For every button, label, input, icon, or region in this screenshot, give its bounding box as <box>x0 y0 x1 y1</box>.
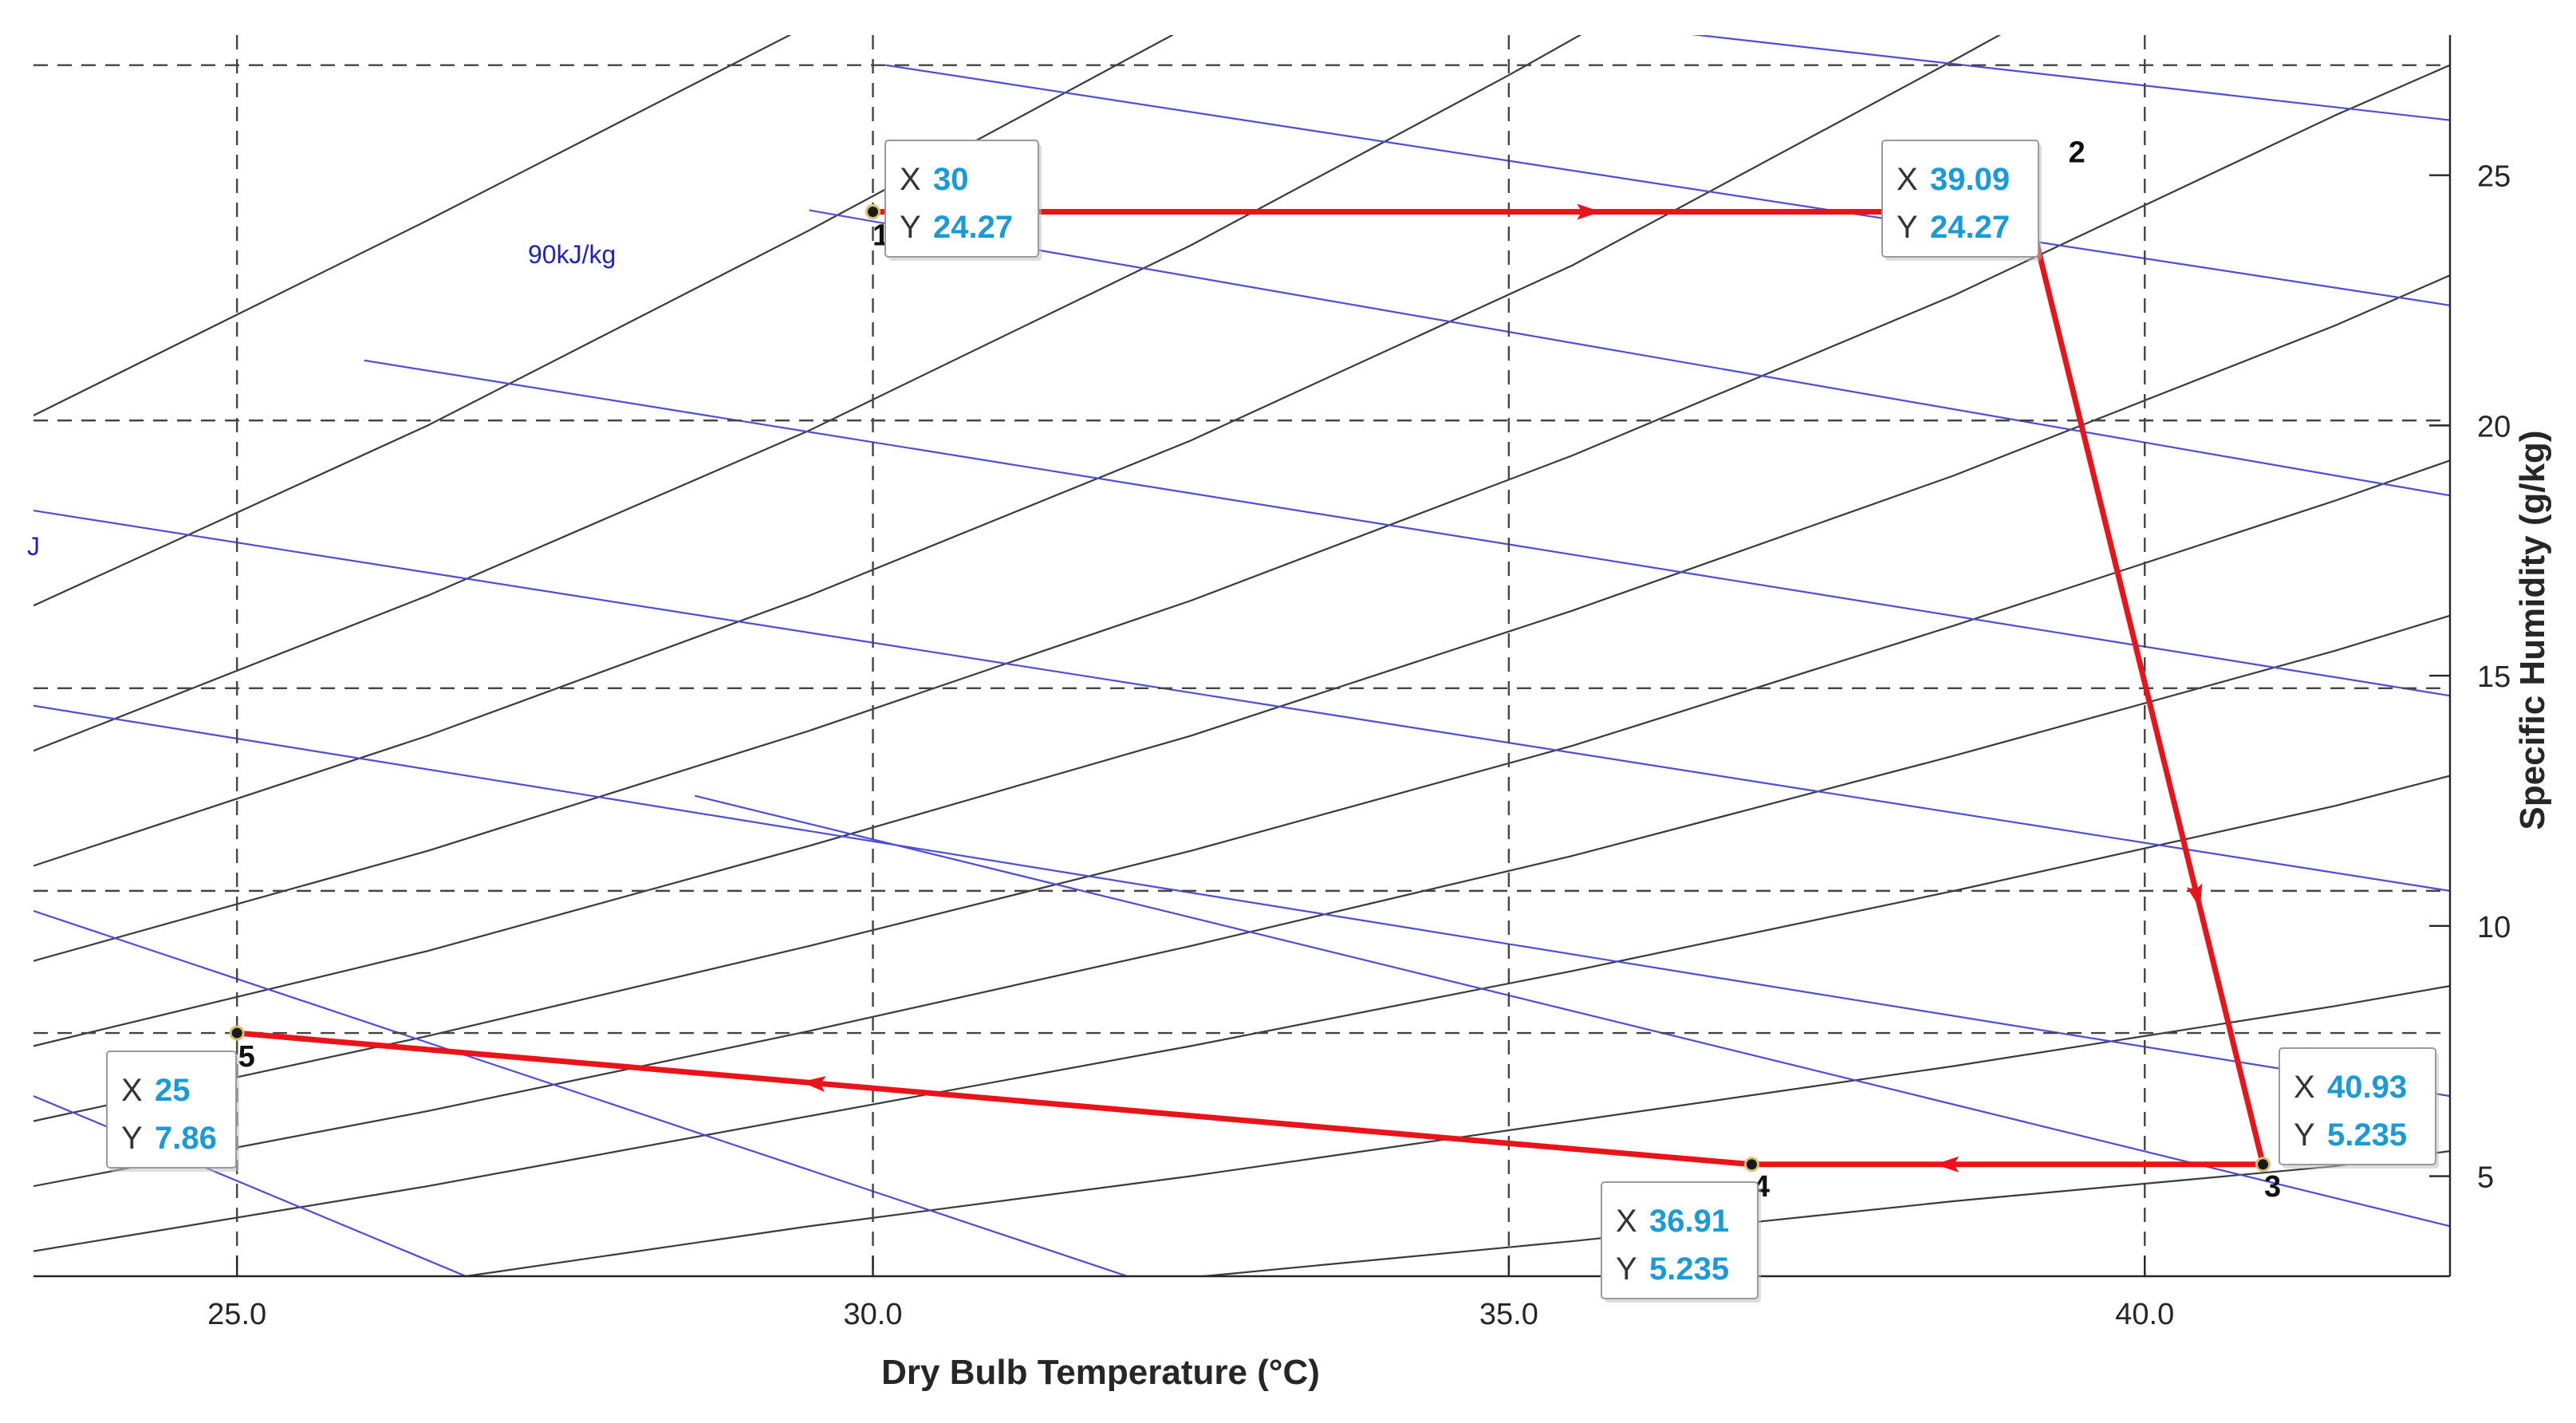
datatip-box <box>884 140 1039 258</box>
process-path <box>229 203 2271 1173</box>
datatip-y-key: Y <box>1897 210 1918 245</box>
process-segment <box>234 1030 1755 1168</box>
datatip-y-value: 5.235 <box>1649 1252 1729 1287</box>
state-point-label: 3 <box>2264 1170 2281 1204</box>
state-point-label: 2 <box>2069 136 2086 169</box>
datatip-x-key: X <box>2294 1070 2315 1105</box>
enthalpy-line <box>33 509 2450 892</box>
datatip-x-key: X <box>900 162 921 197</box>
datatip-box <box>2279 1047 2436 1165</box>
datatip: X 36.91 Y 5.235 <box>1601 1181 1761 1303</box>
y-axis-title: Specific Humidity (g/kg) <box>2513 430 2552 830</box>
humidity-curve <box>33 274 2450 1047</box>
datatip-y-key: Y <box>2294 1118 2315 1153</box>
enthalpy-line <box>695 794 2450 1228</box>
datatip-y-value: 7.86 <box>155 1121 217 1156</box>
datatip-y-value: 24.27 <box>1930 210 2010 245</box>
humidity-curve <box>33 35 2002 867</box>
state-point-marker <box>1743 1157 1759 1173</box>
y-tick-label: 15 <box>2477 660 2511 694</box>
state-point-marker <box>229 1025 245 1041</box>
enthalpy-lines <box>33 35 2450 1276</box>
process-segment <box>2026 208 2267 1168</box>
datatip-x-value: 39.09 <box>1930 162 2010 197</box>
enthalpy-label-clipped: J <box>27 532 40 561</box>
enthalpy-line <box>809 209 2450 497</box>
datatip-x-key: X <box>121 1073 143 1108</box>
datatip-y-key: Y <box>900 210 921 245</box>
datatip: X 40.93 Y 5.235 <box>2279 1047 2439 1169</box>
y-tick-label: 25 <box>2477 160 2511 194</box>
enthalpy-line <box>33 909 1128 1276</box>
state-point-label: 5 <box>238 1040 255 1074</box>
x-axis-title: Dry Bulb Temperature (°C) <box>881 1353 1320 1392</box>
y-tick-label: 20 <box>2477 410 2511 443</box>
datatip-box <box>106 1050 237 1169</box>
enthalpy-line <box>33 1095 467 1276</box>
datatip-x-key: X <box>1616 1204 1637 1239</box>
x-tick-label: 40.0 <box>2115 1298 2174 1331</box>
enthalpy-label: 90kJ/kg <box>528 240 616 269</box>
datatip: X 25 Y 7.86 <box>106 1050 239 1172</box>
state-point-marker <box>865 203 881 219</box>
enthalpy-line <box>364 359 2450 697</box>
process-arrow <box>801 1076 826 1093</box>
datatip: X 30 Y 24.27 <box>884 140 1042 261</box>
humidity-curve <box>33 64 2450 962</box>
datatip-x-value: 36.91 <box>1649 1204 1729 1239</box>
datatip-box <box>1881 140 2039 258</box>
datatip-x-value: 25 <box>155 1073 191 1108</box>
humidity-curve <box>33 35 1175 607</box>
datatip: X 39.09 Y 24.27 <box>1881 140 2042 261</box>
humidity-curve <box>33 775 2450 1252</box>
humidity-curve <box>33 459 2450 1122</box>
datatip-y-key: Y <box>121 1121 143 1156</box>
datatip-box <box>1601 1181 1759 1299</box>
datatip-y-value: 5.235 <box>2327 1118 2407 1153</box>
datatip-y-value: 24.27 <box>933 210 1013 245</box>
x-tick-label: 25.0 <box>207 1298 266 1331</box>
enthalpy-line <box>885 64 2450 306</box>
datatip-x-value: 30 <box>933 162 969 197</box>
humidity-curve <box>33 614 2450 1188</box>
datatip-x-key: X <box>1897 162 1918 197</box>
enthalpy-line <box>1691 35 2450 121</box>
enthalpy-line <box>33 704 2450 1098</box>
x-tick-label: 30.0 <box>844 1298 903 1331</box>
datatip-x-value: 40.93 <box>2327 1070 2407 1105</box>
process-arrow <box>2186 883 2203 909</box>
y-tick-label: 5 <box>2477 1161 2494 1195</box>
y-tick-label: 10 <box>2477 911 2511 944</box>
state-point-marker <box>2255 1157 2271 1173</box>
humidity-curve <box>466 985 2450 1276</box>
process-arrow <box>1577 203 1601 220</box>
datatip-y-key: Y <box>1616 1252 1637 1287</box>
x-tick-label: 35.0 <box>1479 1298 1538 1331</box>
process-arrow <box>1935 1156 1960 1173</box>
humidity-curve <box>33 35 792 416</box>
humidity-curve <box>33 35 1582 752</box>
